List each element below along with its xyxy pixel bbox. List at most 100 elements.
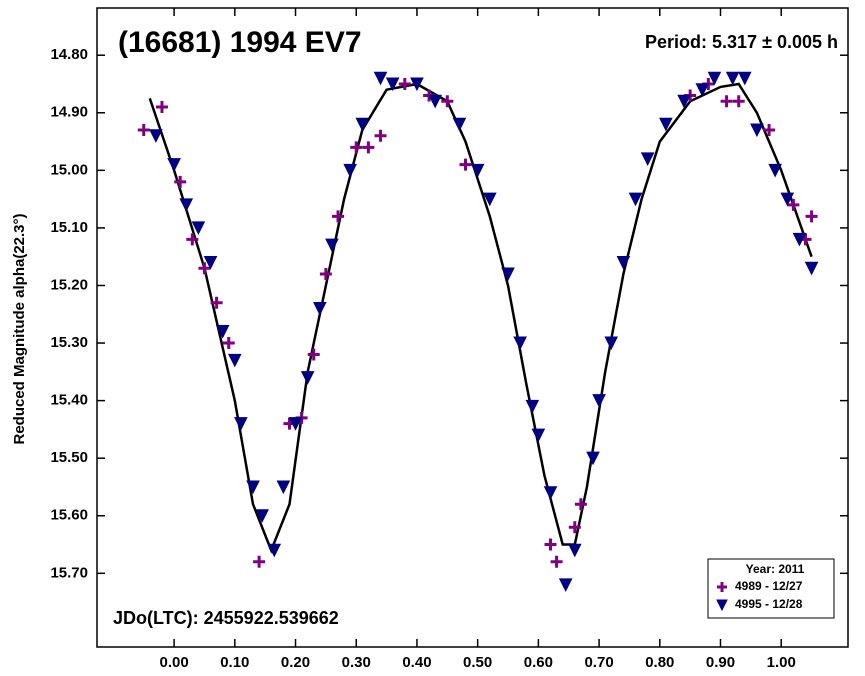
data-point bbox=[385, 77, 400, 92]
data-point bbox=[768, 163, 782, 178]
data-point bbox=[288, 417, 303, 431]
data-point bbox=[732, 95, 745, 108]
x-tick-label: 0.30 bbox=[342, 654, 371, 671]
data-point bbox=[737, 71, 752, 86]
data-point bbox=[459, 158, 472, 171]
legend-marker bbox=[716, 599, 728, 612]
data-point bbox=[525, 399, 540, 414]
data-point bbox=[313, 302, 327, 316]
x-tick-label: 0.60 bbox=[524, 654, 553, 671]
data-point bbox=[513, 336, 527, 351]
data-point bbox=[792, 232, 807, 247]
data-point bbox=[228, 353, 242, 368]
data-point bbox=[203, 255, 218, 270]
data-point bbox=[332, 210, 345, 223]
data-point bbox=[428, 94, 442, 109]
legend-label: 4989 - 12/27 bbox=[735, 579, 803, 593]
data-point bbox=[787, 198, 800, 211]
y-axis-label: Reduced Magnitude alpha(22.3°) bbox=[11, 213, 28, 444]
data-point bbox=[374, 129, 387, 142]
data-point bbox=[452, 117, 467, 132]
data-point bbox=[558, 578, 573, 592]
data-point bbox=[222, 337, 235, 350]
data-point bbox=[167, 158, 181, 172]
legend-marker bbox=[717, 582, 727, 592]
data-point bbox=[215, 325, 230, 339]
fit-curve bbox=[148, 82, 813, 554]
data-point bbox=[640, 152, 655, 166]
epoch-label: JDo(LTC): 2455922.539662 bbox=[113, 608, 339, 628]
data-point bbox=[198, 262, 211, 275]
data-point bbox=[307, 348, 320, 361]
data-point bbox=[355, 117, 370, 132]
y-tick-label: 15.00 bbox=[50, 161, 88, 178]
data-point bbox=[179, 198, 194, 212]
chart-title: (16681) 1994 EV7 bbox=[118, 26, 362, 59]
data-point bbox=[805, 210, 818, 223]
y-tick-label: 14.90 bbox=[50, 104, 88, 121]
data-point bbox=[501, 267, 515, 282]
data-point bbox=[398, 77, 411, 90]
data-point bbox=[750, 123, 764, 138]
y-tick-label: 15.40 bbox=[50, 392, 88, 409]
data-point bbox=[246, 480, 260, 495]
y-tick-label: 15.70 bbox=[50, 564, 88, 581]
data-point bbox=[659, 117, 673, 132]
data-point bbox=[255, 509, 269, 523]
data-point bbox=[550, 555, 563, 568]
data-point bbox=[300, 371, 315, 385]
data-point bbox=[350, 141, 363, 154]
x-tick-label: 0.40 bbox=[402, 654, 431, 671]
data-point bbox=[234, 417, 248, 431]
data-point bbox=[531, 428, 546, 443]
y-tick-label: 15.20 bbox=[50, 276, 88, 293]
data-point bbox=[616, 255, 631, 270]
data-point bbox=[586, 451, 600, 466]
data-point bbox=[567, 543, 582, 558]
y-tick-label: 15.60 bbox=[50, 507, 88, 524]
legend-title: Year: 2011 bbox=[746, 562, 805, 576]
x-tick-label: 0.10 bbox=[220, 654, 249, 671]
y-tick-label: 14.80 bbox=[50, 46, 88, 63]
x-tick-label: 1.00 bbox=[767, 654, 796, 671]
data-point bbox=[373, 71, 388, 86]
data-point bbox=[174, 175, 187, 188]
legend-box bbox=[707, 558, 835, 619]
data-point bbox=[628, 192, 643, 207]
data-point bbox=[191, 221, 206, 236]
y-tick-label: 15.30 bbox=[50, 334, 88, 351]
data-point bbox=[210, 296, 223, 309]
x-tick-label: 0.90 bbox=[706, 654, 735, 671]
data-point bbox=[568, 521, 581, 534]
data-point bbox=[804, 261, 819, 276]
plot-frame bbox=[96, 7, 849, 648]
data-point bbox=[137, 124, 150, 137]
data-point bbox=[325, 238, 339, 253]
data-point bbox=[276, 480, 291, 495]
y-tick-label: 15.10 bbox=[50, 219, 88, 236]
data-point bbox=[441, 95, 454, 108]
data-point bbox=[677, 94, 691, 109]
x-tick-label: 0.50 bbox=[463, 654, 492, 671]
data-point bbox=[186, 233, 199, 246]
data-point bbox=[410, 77, 424, 92]
data-point bbox=[574, 498, 587, 511]
period-label: Period: 5.317 ± 0.005 h bbox=[645, 32, 838, 52]
data-point bbox=[267, 543, 282, 558]
data-point bbox=[470, 163, 485, 178]
x-tick-label: 0.80 bbox=[645, 654, 674, 671]
x-tick-label: 0.70 bbox=[584, 654, 613, 671]
data-point bbox=[707, 71, 722, 86]
data-point bbox=[482, 192, 497, 207]
y-tick-label: 15.50 bbox=[50, 449, 88, 466]
data-point bbox=[695, 83, 710, 97]
data-point bbox=[763, 124, 776, 137]
data-point bbox=[604, 336, 619, 351]
data-point bbox=[543, 486, 558, 500]
data-point bbox=[780, 192, 795, 207]
legend-label: 4995 - 12/28 bbox=[735, 597, 803, 611]
data-point bbox=[362, 141, 375, 154]
x-tick-label: 0.00 bbox=[160, 654, 189, 671]
x-tick-label: 0.20 bbox=[281, 654, 310, 671]
